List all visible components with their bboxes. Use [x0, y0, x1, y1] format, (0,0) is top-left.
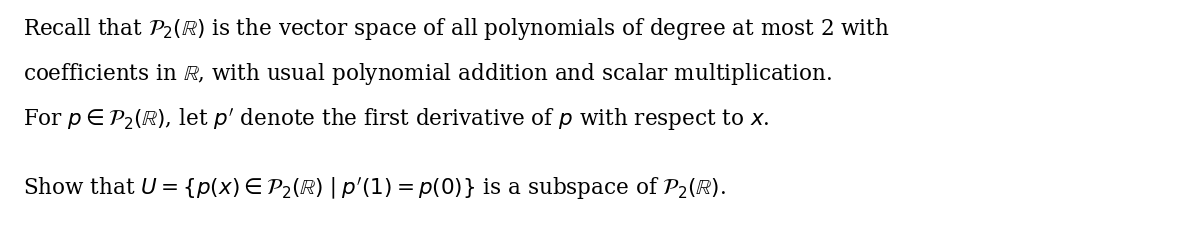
- Text: Show that $U = \{p(x) \in \mathcal{P}_2(\mathbb{R}) \mid p'(1) = p(0)\}$ is a su: Show that $U = \{p(x) \in \mathcal{P}_2(…: [23, 175, 726, 202]
- Text: Recall that $\mathcal{P}_2(\mathbb{R})$ is the vector space of all polynomials o: Recall that $\mathcal{P}_2(\mathbb{R})$ …: [23, 16, 889, 42]
- Text: For $p \in \mathcal{P}_2(\mathbb{R})$, let $p'$ denote the first derivative of $: For $p \in \mathcal{P}_2(\mathbb{R})$, l…: [23, 107, 769, 133]
- Text: coefficients in $\mathbb{R}$, with usual polynomial addition and scalar multipli: coefficients in $\mathbb{R}$, with usual…: [23, 61, 832, 87]
